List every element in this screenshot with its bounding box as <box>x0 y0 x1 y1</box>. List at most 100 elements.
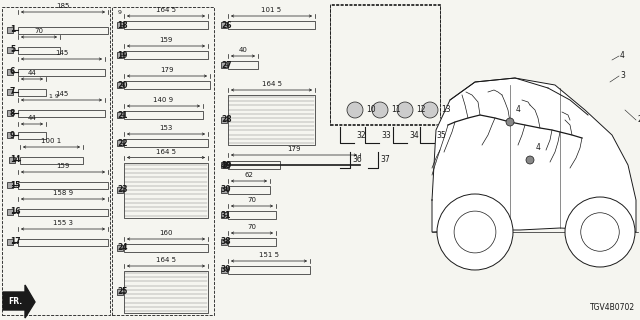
Text: 15: 15 <box>10 180 20 189</box>
Text: 32: 32 <box>356 131 365 140</box>
Bar <box>7 89 13 95</box>
Text: 27: 27 <box>221 60 232 69</box>
Bar <box>18 132 46 139</box>
Text: FR.: FR. <box>5 293 20 302</box>
Text: 179: 179 <box>287 146 301 152</box>
Bar <box>18 109 105 116</box>
Bar <box>117 22 123 28</box>
Bar <box>221 22 227 28</box>
Bar <box>223 162 229 168</box>
Bar <box>7 47 13 53</box>
Text: 7: 7 <box>10 87 15 97</box>
Bar <box>18 209 108 215</box>
Bar <box>228 211 276 219</box>
Bar <box>117 245 123 251</box>
Bar <box>228 238 276 246</box>
Text: 29: 29 <box>221 161 232 170</box>
Circle shape <box>506 118 514 126</box>
Bar <box>124 163 208 218</box>
Text: 31: 31 <box>221 211 232 220</box>
Text: 159: 159 <box>159 37 173 43</box>
Text: 35: 35 <box>436 131 445 140</box>
Bar <box>221 62 227 68</box>
Text: 3: 3 <box>620 70 625 79</box>
Text: 9: 9 <box>118 10 122 15</box>
Text: 179: 179 <box>160 67 173 73</box>
Text: 13: 13 <box>441 106 451 115</box>
Bar <box>124 139 208 147</box>
Text: 11: 11 <box>391 106 401 115</box>
Text: 12: 12 <box>416 106 426 115</box>
Text: 28: 28 <box>221 116 232 124</box>
Text: 26: 26 <box>221 20 232 29</box>
Text: 4: 4 <box>536 143 541 152</box>
Text: 160: 160 <box>159 230 173 236</box>
Text: 145: 145 <box>55 50 68 56</box>
Text: FR.: FR. <box>8 297 22 306</box>
Text: 164 5: 164 5 <box>156 7 176 13</box>
Bar <box>7 69 13 75</box>
Bar <box>117 140 123 146</box>
Bar <box>124 244 208 252</box>
Text: 23: 23 <box>117 186 127 195</box>
Text: 44: 44 <box>28 115 36 121</box>
Text: 158 9: 158 9 <box>53 190 73 196</box>
Bar <box>18 181 108 188</box>
Text: TGV4B0702: TGV4B0702 <box>590 303 635 312</box>
Circle shape <box>347 102 363 118</box>
Text: 44: 44 <box>28 70 36 76</box>
Bar <box>18 68 105 76</box>
Bar <box>7 239 13 245</box>
Bar <box>18 238 108 245</box>
Bar <box>124 271 208 313</box>
Bar <box>117 52 123 58</box>
Text: 38: 38 <box>221 237 232 246</box>
Text: 8: 8 <box>10 108 15 117</box>
Text: 70: 70 <box>248 224 257 230</box>
Text: 10: 10 <box>366 106 376 115</box>
Bar <box>7 209 13 215</box>
Bar <box>20 156 83 164</box>
Text: 22: 22 <box>117 139 127 148</box>
Bar <box>7 132 13 138</box>
Bar <box>221 267 227 273</box>
Text: 70: 70 <box>35 28 44 34</box>
Bar <box>228 266 310 274</box>
Bar <box>221 212 227 218</box>
Bar <box>330 5 440 125</box>
Bar <box>117 112 123 118</box>
Text: 140 9: 140 9 <box>154 97 173 103</box>
Text: 151 5: 151 5 <box>259 252 279 258</box>
Bar <box>221 117 227 123</box>
Text: 101 5: 101 5 <box>261 7 282 13</box>
Bar <box>124 21 208 29</box>
Circle shape <box>422 102 438 118</box>
Text: 145: 145 <box>55 91 68 97</box>
Text: 164 5: 164 5 <box>156 148 176 155</box>
Text: 19: 19 <box>117 51 127 60</box>
Circle shape <box>397 102 413 118</box>
Text: 2: 2 <box>637 116 640 124</box>
Text: 17: 17 <box>10 237 20 246</box>
Text: 34: 34 <box>409 131 419 140</box>
Text: 159: 159 <box>56 163 70 169</box>
Circle shape <box>565 197 635 267</box>
Bar <box>228 95 315 145</box>
Bar <box>124 51 208 59</box>
Bar <box>18 27 108 34</box>
Text: 62: 62 <box>244 172 253 178</box>
Text: 37: 37 <box>380 156 390 164</box>
Text: 39: 39 <box>221 266 232 275</box>
Bar <box>117 187 123 193</box>
Bar <box>18 89 46 95</box>
Text: 33: 33 <box>381 131 391 140</box>
Bar <box>9 157 15 163</box>
Bar <box>221 187 227 193</box>
Bar <box>228 186 270 194</box>
Text: 25: 25 <box>117 287 127 297</box>
Bar <box>2 7 110 315</box>
Bar <box>112 7 214 315</box>
Circle shape <box>437 194 513 270</box>
Text: 40: 40 <box>221 161 232 170</box>
Text: 21: 21 <box>117 110 127 119</box>
